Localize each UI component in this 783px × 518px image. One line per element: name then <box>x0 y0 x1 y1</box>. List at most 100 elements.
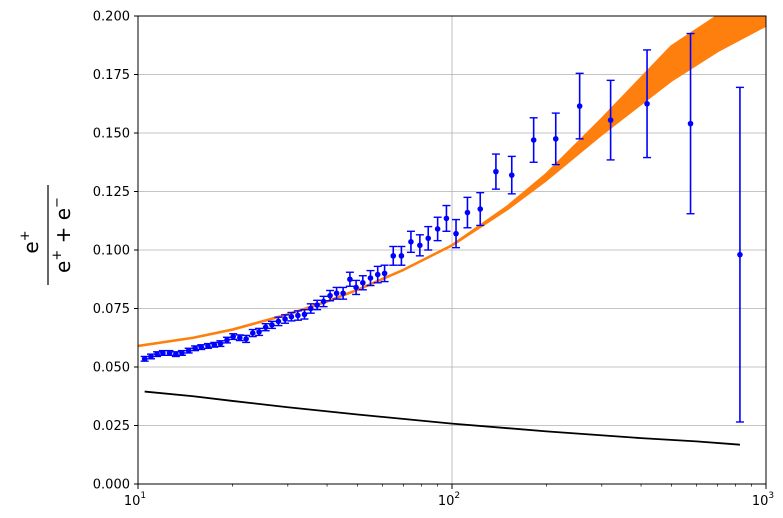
data-marker <box>687 120 694 127</box>
data-marker <box>288 313 295 320</box>
series-layer <box>138 16 766 446</box>
data-point <box>491 153 500 190</box>
data-point <box>442 204 451 232</box>
y-axis-label-numerator: e+ <box>18 230 43 253</box>
data-point <box>177 349 186 356</box>
data-point <box>380 264 389 283</box>
y-axis: 0.000 0.025 0.050 0.075 0.100 0.125 0.150 0.175… <box>93 10 138 493</box>
background-line <box>144 390 740 446</box>
data-marker <box>320 298 327 305</box>
data-marker <box>360 279 366 286</box>
data-point <box>255 327 264 337</box>
y-tick-label: 0.025 <box>93 419 130 434</box>
data-marker <box>367 275 374 281</box>
data-marker <box>224 337 230 343</box>
data-marker <box>217 340 224 347</box>
data-point <box>366 269 375 287</box>
data-marker <box>243 336 249 342</box>
y-tick-label: 0.200 <box>93 10 130 25</box>
data-marker <box>295 312 301 319</box>
data-marker <box>230 333 237 340</box>
data-point <box>406 230 415 254</box>
data-point <box>339 286 348 300</box>
data-point <box>171 351 180 358</box>
x-tick-label: 101 <box>124 491 146 509</box>
data-marker <box>333 290 340 297</box>
data-marker <box>192 345 198 352</box>
data-point <box>140 355 149 362</box>
data-point <box>433 216 442 242</box>
data-point <box>326 289 335 302</box>
data-marker <box>173 351 179 357</box>
data-point <box>203 342 212 349</box>
data-marker <box>607 117 614 123</box>
data-marker <box>477 206 484 212</box>
data-marker <box>398 253 405 259</box>
data-point <box>529 117 538 163</box>
data-marker <box>434 226 441 232</box>
plot-area <box>138 16 766 446</box>
data-marker <box>275 318 282 325</box>
data-point <box>463 196 472 229</box>
y-axis-label: e+ e+ + e− <box>18 185 75 285</box>
data-point <box>165 349 174 356</box>
y-tick-label: 0.100 <box>93 244 130 259</box>
data-point <box>287 311 296 322</box>
data-marker <box>508 172 515 178</box>
data-marker <box>374 271 381 278</box>
data-marker <box>166 350 173 356</box>
y-tick-label: 0.175 <box>93 68 130 83</box>
data-marker <box>148 353 154 360</box>
data-marker <box>381 270 388 277</box>
data-marker <box>301 311 308 318</box>
data-marker <box>417 242 423 249</box>
y-tick-label: 0.050 <box>93 361 130 376</box>
data-point <box>373 265 382 284</box>
data-point <box>345 271 354 287</box>
data-marker <box>353 284 359 291</box>
data-marker <box>453 230 459 237</box>
data-point <box>397 245 406 266</box>
data-marker <box>425 235 432 242</box>
data-point <box>210 341 219 348</box>
data-marker <box>249 330 256 336</box>
y-tick-label: 0.000 <box>93 478 130 493</box>
data-marker <box>307 305 314 312</box>
data-point <box>452 218 461 249</box>
y-tick-label: 0.075 <box>93 302 130 317</box>
data-marker <box>179 350 185 356</box>
data-point <box>476 191 485 227</box>
data-marker <box>443 215 450 222</box>
data-marker <box>340 290 346 297</box>
data-point <box>735 86 744 423</box>
data-marker <box>211 341 218 348</box>
x-tick-label: 103 <box>752 491 774 509</box>
data-marker <box>347 276 353 283</box>
data-point <box>184 347 193 354</box>
x-axis: 101 102 103 <box>124 484 774 509</box>
data-point <box>313 299 322 311</box>
y-axis-label-denominator: e+ + e− <box>50 197 75 273</box>
data-marker <box>282 316 288 322</box>
data-marker <box>141 356 148 362</box>
data-marker <box>644 100 650 107</box>
data-point <box>643 49 652 159</box>
x-tick-label: 102 <box>438 491 460 509</box>
data-point <box>415 234 424 257</box>
data-point <box>248 328 257 338</box>
data-marker <box>552 136 559 142</box>
data-marker <box>160 350 166 356</box>
data-point <box>267 320 276 330</box>
data-point <box>319 295 328 308</box>
data-marker <box>154 351 160 357</box>
data-point <box>352 279 361 296</box>
data-point <box>274 316 283 327</box>
data-point <box>216 340 225 348</box>
data-marker <box>237 334 243 341</box>
y-tick-label: 0.125 <box>93 185 130 200</box>
data-point <box>686 32 695 215</box>
data-marker <box>408 239 414 245</box>
data-marker <box>198 344 205 350</box>
data-point <box>146 353 155 360</box>
